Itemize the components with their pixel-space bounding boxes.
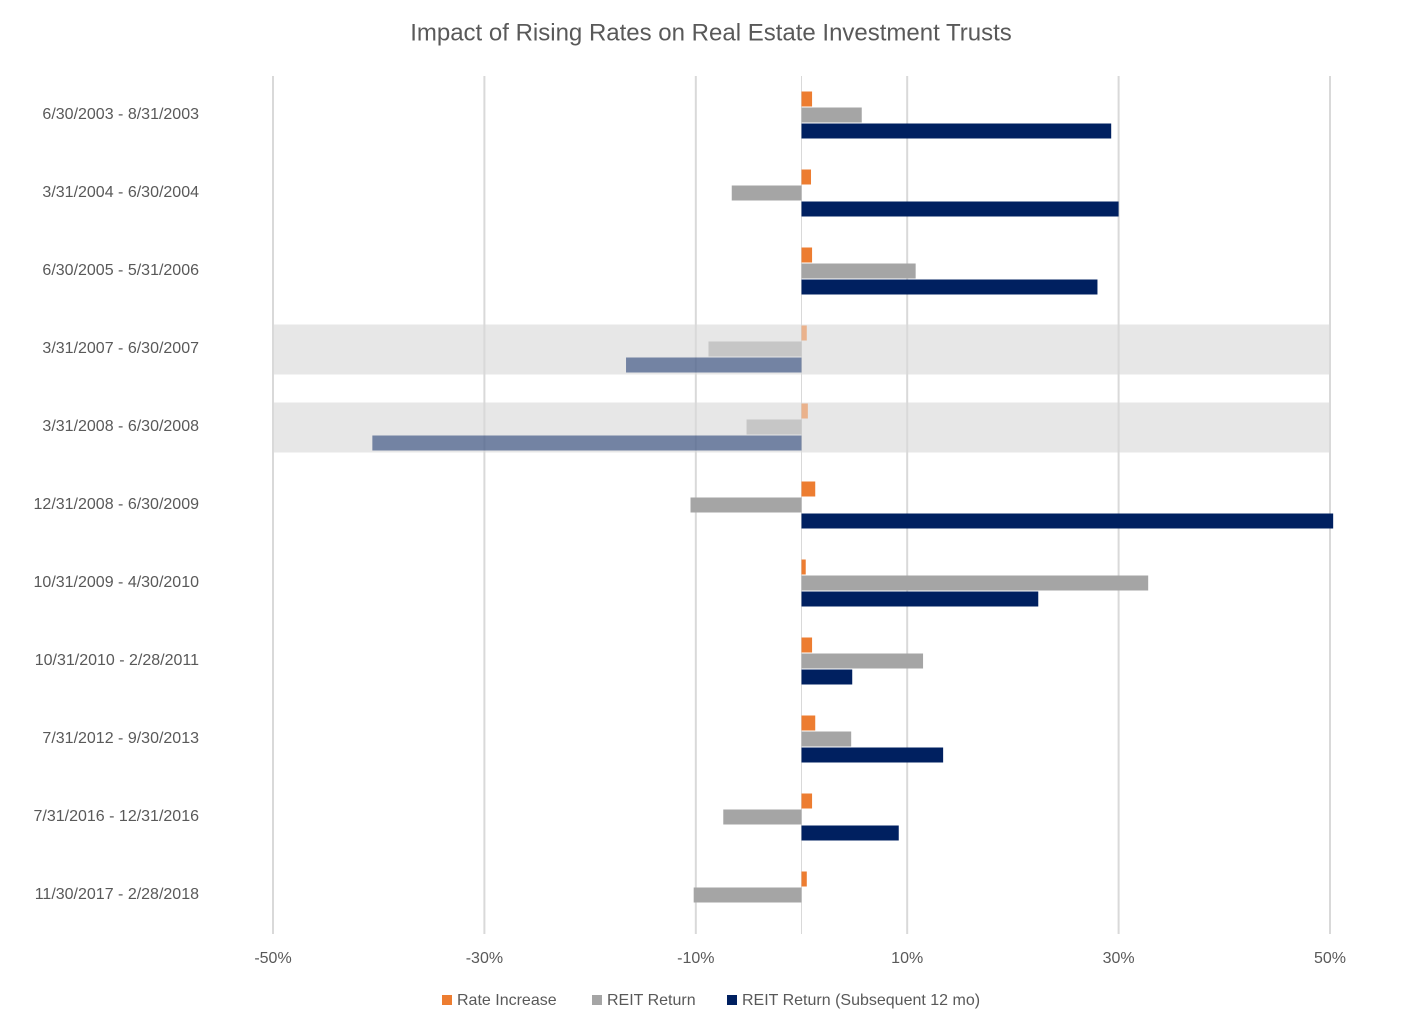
bar	[801, 201, 1119, 217]
bar	[626, 357, 802, 373]
bar	[746, 419, 802, 435]
legend-label: REIT Return (Subsequent 12 mo)	[742, 992, 980, 1009]
x-tick-label: 50%	[1314, 950, 1346, 967]
bar	[693, 887, 802, 903]
y-tick-label: 12/31/2008 - 6/30/2009	[34, 496, 200, 513]
chart-title: Impact of Rising Rates on Real Estate In…	[410, 19, 1012, 46]
legend-label: Rate Increase	[457, 992, 557, 1009]
bar	[801, 279, 1098, 295]
x-tick-label: -10%	[677, 950, 714, 967]
legend-swatch	[727, 995, 737, 1005]
x-tick-label: -30%	[466, 950, 503, 967]
x-tick-label: -50%	[254, 950, 291, 967]
bar	[801, 825, 899, 841]
bar	[801, 591, 1039, 607]
bar	[801, 91, 813, 107]
y-tick-label: 3/31/2008 - 6/30/2008	[42, 418, 199, 435]
bar	[801, 715, 816, 731]
bar	[801, 169, 812, 185]
bar	[723, 809, 802, 825]
y-tick-label: 3/31/2004 - 6/30/2004	[42, 184, 199, 201]
bar	[708, 341, 802, 357]
bar	[801, 731, 852, 747]
y-tick-label: 10/31/2010 - 2/28/2011	[35, 652, 199, 669]
x-tick-label: 10%	[891, 950, 923, 967]
bar	[801, 653, 924, 669]
bar	[801, 575, 1149, 591]
bar	[372, 435, 802, 451]
legend-swatch	[442, 995, 452, 1005]
bar	[801, 669, 853, 685]
y-tick-label: 6/30/2003 - 8/31/2003	[42, 106, 199, 123]
y-tick-label: 7/31/2012 - 9/30/2013	[42, 730, 199, 747]
bar	[801, 481, 816, 497]
bar	[801, 107, 862, 123]
bar	[801, 247, 813, 263]
bar	[690, 497, 802, 513]
bar	[801, 123, 1112, 139]
y-tick-label: 6/30/2005 - 5/31/2006	[42, 262, 199, 279]
y-tick-label: 10/31/2009 - 4/30/2010	[34, 574, 200, 591]
bar	[801, 637, 813, 653]
x-tick-label: 30%	[1103, 950, 1135, 967]
y-tick-label: 7/31/2016 - 12/31/2016	[34, 808, 200, 825]
legend-label: REIT Return	[607, 992, 696, 1009]
y-tick-label: 3/31/2007 - 6/30/2007	[42, 340, 199, 357]
bar	[801, 871, 807, 887]
legend-swatch	[592, 995, 602, 1005]
bar	[801, 325, 807, 341]
bar	[801, 513, 1334, 529]
bar	[801, 559, 806, 575]
bar	[731, 185, 802, 201]
bar	[801, 263, 916, 279]
bar	[801, 793, 813, 809]
bar	[801, 403, 808, 419]
bar	[801, 747, 944, 763]
y-tick-label: 11/30/2017 - 2/28/2018	[35, 886, 199, 903]
